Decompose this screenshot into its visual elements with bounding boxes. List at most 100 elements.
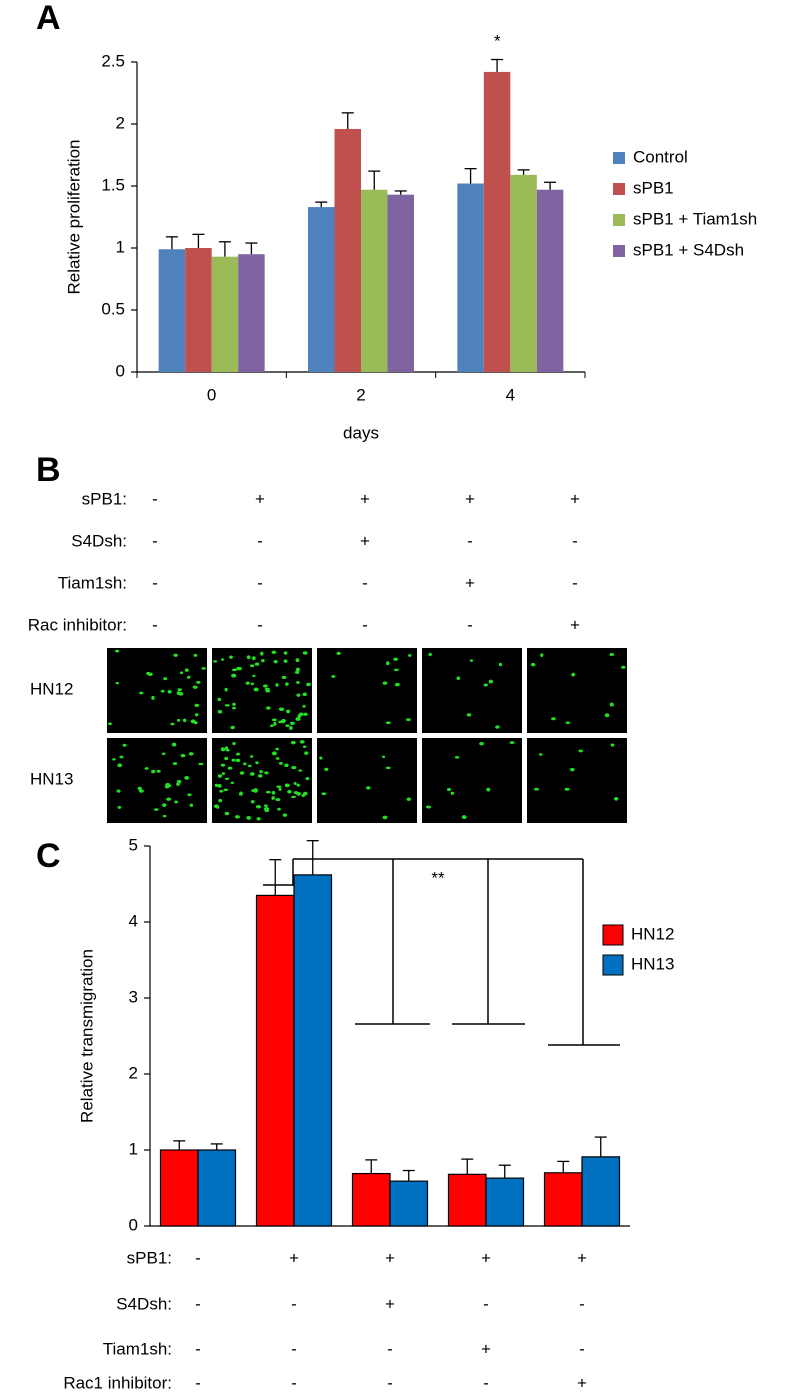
y-tick-label: 5 (129, 835, 138, 854)
panel-label: B (36, 451, 61, 489)
cell (114, 649, 120, 653)
cell (263, 807, 270, 811)
x-tick-label: 2 (356, 385, 365, 404)
cell (224, 777, 230, 781)
cell (176, 779, 182, 784)
cell (564, 787, 570, 791)
condition-value: - (152, 531, 158, 550)
condition-value: + (360, 531, 370, 550)
cell (193, 653, 198, 657)
cell (394, 682, 400, 687)
cell (220, 658, 225, 661)
cell (172, 762, 178, 766)
condition-value: + (465, 573, 475, 592)
cell (225, 749, 230, 752)
cell (162, 814, 167, 818)
cell (171, 742, 177, 747)
x-axis-label: days (343, 423, 379, 442)
bar (483, 71, 511, 373)
cell (277, 807, 281, 811)
cell (122, 743, 127, 747)
cell (189, 803, 194, 807)
cell (221, 747, 225, 751)
cell (224, 687, 228, 692)
cell (610, 743, 615, 747)
bar (308, 207, 335, 372)
bar (361, 189, 388, 372)
cell (250, 682, 254, 686)
condition-label: S4Dsh: (71, 531, 127, 550)
cell (137, 786, 142, 791)
cell (278, 720, 282, 724)
cell (302, 704, 306, 708)
cell (231, 758, 236, 762)
cell (257, 774, 263, 778)
cell (170, 722, 175, 726)
cell (231, 673, 237, 678)
cell (495, 725, 500, 729)
cell (302, 745, 307, 748)
cell (275, 798, 281, 802)
cell (173, 653, 178, 657)
micrograph (212, 738, 312, 823)
cell (382, 815, 388, 820)
cell (393, 668, 399, 672)
bar (457, 183, 484, 372)
cell (461, 815, 467, 820)
cell (246, 655, 251, 660)
cell (604, 713, 610, 718)
cell (232, 741, 236, 746)
condition-value: - (579, 1339, 585, 1358)
condition-value: - (152, 489, 158, 508)
cell (166, 797, 172, 801)
cell (385, 721, 391, 725)
y-tick-label: 0.5 (101, 299, 125, 318)
condition-value: - (572, 573, 578, 592)
cell (160, 689, 165, 693)
cell (167, 784, 172, 788)
cell (190, 719, 196, 724)
cell (298, 769, 303, 772)
cell (265, 689, 271, 693)
cell (235, 752, 240, 756)
cell (178, 692, 184, 696)
cell (273, 660, 278, 664)
condition-value: - (467, 531, 473, 550)
condition-value: + (577, 1373, 587, 1392)
cell (184, 776, 190, 780)
cell (163, 677, 168, 681)
condition-value: + (360, 489, 370, 508)
y-tick-label: 2.5 (101, 51, 125, 70)
error-bar (218, 241, 231, 257)
error-bar (594, 1136, 607, 1157)
cell (256, 817, 261, 821)
cell (466, 713, 472, 717)
error-bar (315, 201, 328, 208)
legend-swatch (602, 954, 624, 976)
cell (224, 811, 230, 816)
cell (382, 681, 388, 685)
legend-label: Control (633, 147, 688, 166)
error-bar (368, 170, 381, 190)
cell (302, 651, 308, 655)
y-tick-label: 2 (116, 113, 125, 132)
error-bar (402, 1169, 415, 1182)
cell (252, 674, 256, 678)
cell (260, 651, 264, 656)
condition-label: Rac1 inhibitor: (63, 1373, 172, 1392)
cell (266, 706, 271, 710)
cell (187, 793, 192, 797)
image-bg (527, 648, 627, 733)
condition-value: - (257, 615, 263, 634)
bar (581, 1156, 621, 1227)
cell (139, 691, 144, 695)
cell (271, 751, 277, 756)
cell (284, 763, 289, 768)
condition-value: + (385, 1248, 395, 1267)
cell (144, 767, 149, 770)
cell (498, 662, 503, 667)
cell (271, 650, 277, 654)
cell (293, 782, 297, 785)
legend-swatch (613, 245, 625, 257)
cell (483, 683, 488, 687)
